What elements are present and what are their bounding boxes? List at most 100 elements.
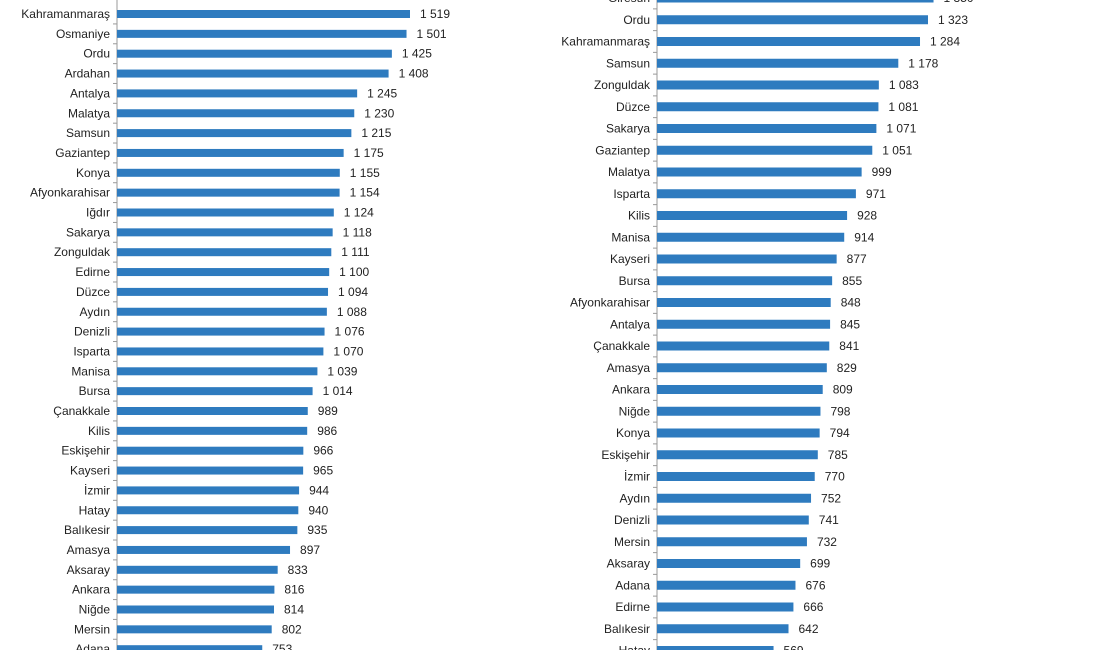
bar bbox=[117, 486, 300, 495]
bar bbox=[657, 341, 830, 351]
data-label: 1 408 bbox=[399, 67, 429, 81]
bar bbox=[117, 168, 340, 177]
bar bbox=[117, 268, 330, 277]
bar bbox=[657, 385, 823, 394]
category-label: Adana bbox=[615, 578, 650, 592]
data-label: 1 081 bbox=[888, 100, 918, 114]
bar bbox=[117, 466, 304, 475]
category-label: Kahramanmaraş bbox=[561, 35, 650, 49]
category-label: Bursa bbox=[79, 384, 111, 398]
category-label: Balıkesir bbox=[604, 622, 650, 636]
category-label: Hatay bbox=[79, 503, 110, 517]
data-label: 1 284 bbox=[930, 35, 960, 49]
category-label: Afyonkarahisar bbox=[30, 186, 110, 200]
category-label: Zonguldak bbox=[594, 78, 651, 92]
bar bbox=[117, 446, 304, 455]
data-label: 1 425 bbox=[402, 47, 432, 61]
data-label: 989 bbox=[318, 404, 338, 418]
category-label: Ankara bbox=[612, 383, 650, 397]
bar bbox=[117, 49, 392, 58]
category-label: Aksaray bbox=[67, 563, 110, 577]
data-label: 753 bbox=[272, 642, 292, 650]
category-label: Gaziantep bbox=[595, 143, 650, 157]
category-label: Niğde bbox=[79, 603, 111, 617]
bar bbox=[117, 407, 308, 415]
category-label: Ordu bbox=[623, 13, 650, 27]
data-label: 1 051 bbox=[882, 143, 912, 157]
bar bbox=[657, 624, 789, 634]
category-label: Mersin bbox=[74, 622, 110, 636]
data-label: 999 bbox=[872, 165, 892, 179]
data-label: 816 bbox=[284, 583, 304, 597]
data-label: 676 bbox=[805, 578, 825, 592]
bar bbox=[117, 248, 332, 257]
data-label: 732 bbox=[817, 535, 837, 549]
category-label: Balıkesir bbox=[64, 523, 110, 537]
category-label: Ardahan bbox=[65, 67, 110, 81]
bar bbox=[117, 426, 308, 435]
data-label: 569 bbox=[784, 644, 804, 650]
data-label: 841 bbox=[839, 339, 859, 353]
data-label: 1 155 bbox=[350, 166, 380, 180]
bar bbox=[657, 537, 807, 547]
data-label: 1 039 bbox=[327, 364, 357, 378]
bar bbox=[657, 493, 812, 503]
data-label: 877 bbox=[847, 252, 867, 266]
category-label: Samsun bbox=[66, 126, 110, 140]
bar bbox=[117, 625, 272, 634]
data-label: 1 083 bbox=[889, 78, 919, 92]
data-label: 814 bbox=[284, 603, 304, 617]
bar bbox=[117, 645, 263, 650]
category-label: Ankara bbox=[72, 583, 110, 597]
bar bbox=[117, 605, 275, 614]
data-label: 1 088 bbox=[337, 305, 367, 319]
bar bbox=[117, 585, 275, 594]
category-label: Aksaray bbox=[607, 557, 650, 571]
bar bbox=[657, 58, 899, 68]
data-label: 1 100 bbox=[339, 265, 369, 279]
category-label: Aydın bbox=[80, 305, 110, 319]
bar bbox=[117, 367, 318, 376]
data-label: 809 bbox=[833, 383, 853, 397]
bar bbox=[117, 10, 410, 18]
bar bbox=[117, 526, 298, 535]
data-label: 940 bbox=[308, 503, 328, 517]
data-label: 928 bbox=[857, 209, 877, 223]
data-label: 966 bbox=[313, 444, 333, 458]
bar bbox=[657, 580, 796, 590]
data-label: 1 094 bbox=[338, 285, 368, 299]
category-label: Malatya bbox=[68, 106, 110, 120]
bar bbox=[117, 89, 358, 98]
category-label: Kayseri bbox=[610, 252, 650, 266]
data-label: 785 bbox=[828, 448, 848, 462]
bar bbox=[657, 102, 879, 112]
category-label: Denizli bbox=[74, 325, 110, 339]
data-label: 965 bbox=[313, 464, 333, 478]
category-label: Kahramanmaraş bbox=[21, 7, 110, 21]
bar bbox=[657, 167, 862, 177]
data-label: 1 014 bbox=[323, 384, 353, 398]
data-label: 1 071 bbox=[886, 122, 916, 136]
data-label: 1 230 bbox=[364, 106, 394, 120]
data-label: 741 bbox=[819, 513, 839, 527]
data-label: 770 bbox=[825, 470, 845, 484]
bar bbox=[657, 232, 845, 242]
bar bbox=[657, 559, 801, 568]
category-label: Konya bbox=[76, 166, 110, 180]
category-label: Giresun bbox=[608, 0, 650, 5]
bar bbox=[657, 37, 921, 46]
bar bbox=[657, 145, 873, 155]
data-label: 914 bbox=[854, 230, 874, 244]
category-label: Aydın bbox=[620, 491, 650, 505]
data-label: 1 519 bbox=[420, 7, 450, 21]
category-label: Kilis bbox=[88, 424, 110, 438]
bar bbox=[657, 406, 821, 416]
category-label: Eskişehir bbox=[601, 448, 650, 462]
bar bbox=[657, 646, 774, 650]
category-label: Zonguldak bbox=[54, 245, 111, 259]
data-label: 1 215 bbox=[361, 126, 391, 140]
category-label: Osmaniye bbox=[56, 27, 110, 41]
data-label: 699 bbox=[810, 557, 830, 571]
data-label: 798 bbox=[830, 404, 850, 418]
